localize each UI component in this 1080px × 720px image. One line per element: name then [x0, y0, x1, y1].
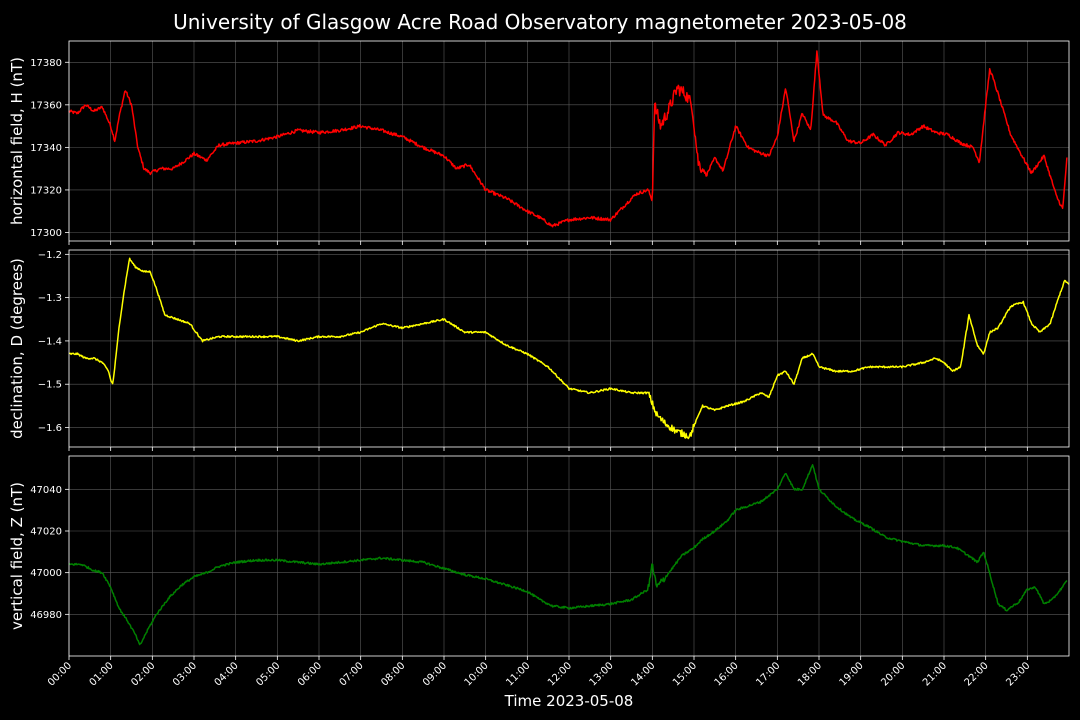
x-axis-label: Time 2023-05-08	[504, 692, 634, 710]
y-tick-label: −1.3	[38, 293, 62, 304]
x-tick-label: 01:00	[88, 660, 116, 688]
y-tick-label: 17300	[30, 228, 62, 239]
y-axis-label: horizontal field, H (nT)	[8, 57, 26, 225]
x-tick-label: 07:00	[338, 660, 366, 688]
panel-1: 17300 17320 17340 17360 17380 horizontal fiel…	[8, 40, 1070, 245]
y-tick-label: 46980	[30, 610, 62, 621]
y-tick-label: 17340	[30, 143, 62, 154]
x-tick-label: 19:00	[838, 660, 866, 688]
x-tick-label: 13:00	[588, 660, 616, 688]
x-tick-label: 23:00	[1004, 660, 1032, 688]
chart-panels: 17300 17320 17340 17360 17380 horizontal fiel…	[8, 40, 1070, 660]
series-line-3	[68, 464, 1068, 646]
x-tick-label: 08:00	[379, 660, 407, 688]
x-tick-label: 15:00	[671, 660, 699, 688]
y-axis-label: vertical field, Z (nT)	[8, 482, 26, 630]
x-tick-label: 10:00	[463, 660, 491, 688]
y-tick-label: 47040	[30, 485, 62, 496]
x-tick-label: 20:00	[879, 660, 907, 688]
x-tick-label: 14:00	[629, 660, 657, 688]
x-tick-label: 11:00	[504, 660, 532, 688]
y-tick-label: −1.5	[38, 380, 62, 391]
series-line-1	[68, 50, 1068, 228]
y-tick-label: 17360	[30, 100, 62, 111]
chart-title: University of Glasgow Acre Road Observat…	[173, 10, 907, 34]
x-tick-label: 04:00	[213, 660, 241, 688]
y-tick-label: 47000	[30, 568, 62, 579]
x-tick-label: 09:00	[421, 660, 449, 688]
plot-frame	[68, 455, 1070, 657]
y-tick-label: 47020	[30, 527, 62, 538]
x-tick-label: 06:00	[296, 660, 324, 688]
panel-2: −1.6 −1.5 −1.4 −1.3 −1.2 declination, D (degr…	[8, 249, 1070, 451]
y-tick-label: 17320	[30, 185, 62, 196]
y-tick-label: −1.2	[38, 250, 62, 261]
x-axis-ticks: 00:00 01:00 02:00 03:00 04:00 05:00 06:00 07:00…	[46, 660, 1032, 688]
x-tick-label: 17:00	[754, 660, 782, 688]
x-tick-label: 03:00	[171, 660, 199, 688]
x-tick-label: 22:00	[963, 660, 991, 688]
x-tick-label: 05:00	[254, 660, 282, 688]
y-axis-label: declination, D (degrees)	[8, 258, 26, 439]
panel-3: 46980 47000 47020 47040 vertical field, Z (n…	[8, 455, 1070, 660]
x-tick-label: 18:00	[796, 660, 824, 688]
y-tick-label: −1.6	[38, 423, 62, 434]
y-tick-label: 17380	[30, 58, 62, 69]
x-tick-label: 21:00	[921, 660, 949, 688]
plot-frame	[68, 249, 1070, 448]
series-line-2	[68, 257, 1070, 440]
y-tick-label: −1.4	[38, 336, 62, 347]
x-tick-label: 00:00	[46, 660, 74, 688]
plot-frame	[68, 40, 1070, 242]
x-tick-label: 16:00	[713, 660, 741, 688]
x-tick-label: 02:00	[129, 660, 157, 688]
x-tick-label: 12:00	[546, 660, 574, 688]
